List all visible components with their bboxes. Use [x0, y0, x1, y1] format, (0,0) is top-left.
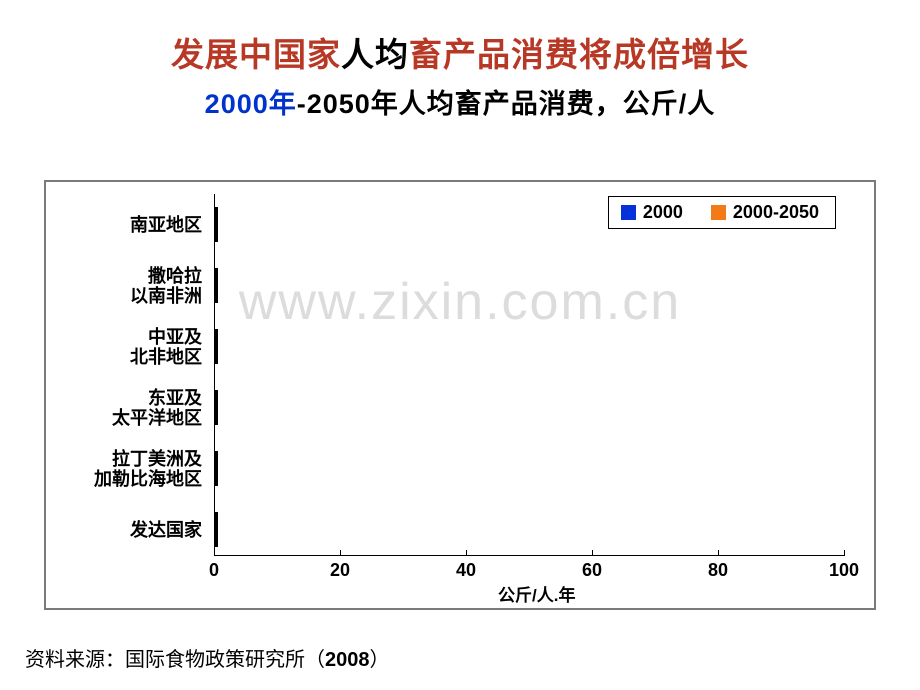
x-ticks: 020406080100公斤/人.年	[214, 556, 844, 608]
y-axis-label: 东亚及太平洋地区	[46, 388, 202, 429]
bar-row	[214, 451, 218, 485]
chart-container: www.zixin.com.cn 2000 2000-2050 02040608…	[44, 180, 876, 610]
x-tick-label: 80	[708, 560, 728, 581]
bar-seg-2000-2050	[216, 329, 218, 363]
y-axis-label: 中亚及北非地区	[46, 327, 202, 368]
x-tick	[466, 550, 467, 556]
bar-row	[214, 512, 218, 546]
x-tick	[214, 550, 215, 556]
title-sub: 2000年-2050年人均畜产品消费，公斤/人	[0, 82, 920, 121]
bar-row	[214, 268, 218, 302]
x-axis-title: 公斤/人.年	[498, 581, 575, 606]
bar-row	[214, 329, 218, 363]
bars-group	[214, 194, 844, 556]
x-tick-label: 40	[456, 560, 476, 581]
x-tick-label: 100	[829, 560, 859, 581]
bar-seg-2000-2050	[216, 268, 218, 302]
y-axis-label: 发达国家	[46, 520, 202, 541]
source-citation: 资料来源：国际食物政策研究所（2008）	[25, 643, 390, 672]
y-axis-label: 拉丁美洲及加勒比海地区	[46, 449, 202, 490]
x-tick	[592, 550, 593, 556]
x-tick	[340, 550, 341, 556]
plot-area	[214, 194, 844, 556]
y-axis-label: 南亚地区	[46, 215, 202, 236]
title-main: 发展中国家人均畜产品消费将成倍增长	[0, 0, 920, 76]
x-tick-label: 0	[209, 560, 219, 581]
bar-seg-2000-2050	[216, 390, 218, 424]
x-tick-label: 60	[582, 560, 602, 581]
bar-row	[214, 390, 218, 424]
bar-seg-2000-2050	[216, 207, 218, 241]
x-tick	[718, 550, 719, 556]
bar-seg-2000-2050	[216, 451, 218, 485]
y-axis-label: 撒哈拉以南非洲	[46, 266, 202, 307]
bar-seg-2000-2050	[216, 512, 218, 546]
bar-row	[214, 207, 218, 241]
x-tick-label: 20	[330, 560, 350, 581]
x-tick	[844, 550, 845, 556]
